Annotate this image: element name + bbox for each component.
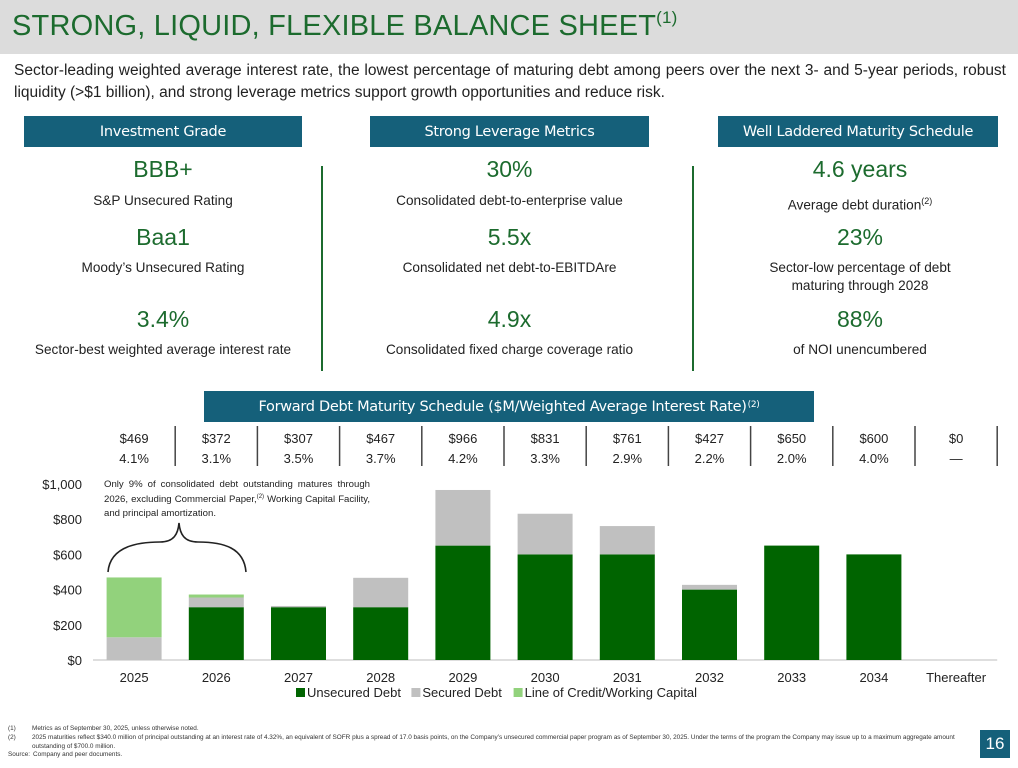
maturity-rate: 4.0% bbox=[859, 451, 889, 466]
x-tick-label: 2033 bbox=[777, 670, 806, 685]
metric-value: BBB+ bbox=[133, 156, 193, 182]
header-leverage-metrics: Strong Leverage Metrics bbox=[370, 116, 649, 147]
metric-label: S&P Unsecured Rating bbox=[93, 193, 233, 208]
title-bar: STRONG, LIQUID, FLEXIBLE BALANCE SHEET(1… bbox=[0, 0, 1018, 54]
column-divider bbox=[692, 166, 694, 371]
schedule-header: Forward Debt Maturity Schedule ($M/Weigh… bbox=[204, 391, 814, 422]
metric-value: 23% bbox=[836, 224, 884, 250]
page-title: STRONG, LIQUID, FLEXIBLE BALANCE SHEET(1… bbox=[12, 8, 678, 42]
legend-swatch bbox=[411, 688, 421, 697]
maturity-total: $307 bbox=[284, 431, 313, 446]
x-tick-label: 2029 bbox=[448, 670, 477, 685]
bar-segment bbox=[353, 607, 409, 660]
maturity-total: $650 bbox=[777, 431, 806, 446]
metric-value: 30% bbox=[486, 156, 533, 182]
maturity-total: $469 bbox=[120, 431, 149, 446]
maturity-total: $831 bbox=[531, 431, 560, 446]
header-investment-grade: Investment Grade bbox=[24, 116, 302, 147]
footnote: (2) 2025 maturities reflect $340.0 millio… bbox=[8, 733, 955, 750]
bar-segment bbox=[188, 607, 244, 660]
metric-label: Consolidated fixed charge coverage ratio bbox=[385, 342, 634, 357]
x-tick-label: 2030 bbox=[531, 670, 560, 685]
y-tick-label: $0 bbox=[68, 653, 82, 668]
metric-value: 88% bbox=[836, 306, 884, 332]
maturity-rate: — bbox=[950, 451, 963, 466]
legend-label: Unsecured Debt bbox=[307, 685, 401, 700]
maturity-total: $966 bbox=[448, 431, 477, 446]
bar-segment bbox=[353, 577, 409, 608]
maturity-rate: 4.1% bbox=[119, 451, 149, 466]
column-divider bbox=[321, 166, 323, 371]
footnote: Source: Company and peer documents. bbox=[8, 751, 123, 759]
x-tick-label: 2034 bbox=[859, 670, 888, 685]
x-tick-label: 2032 bbox=[695, 670, 724, 685]
bar-segment bbox=[517, 554, 573, 660]
metric-value: 4.6 years bbox=[812, 156, 908, 182]
bar-segment bbox=[682, 584, 737, 590]
metric-value: 3.4% bbox=[136, 306, 190, 332]
bar-segment bbox=[106, 637, 162, 660]
metric-value: 4.9x bbox=[487, 306, 532, 332]
y-tick-label: $400 bbox=[53, 583, 82, 598]
annotation-brace bbox=[107, 522, 247, 573]
maturity-total: $427 bbox=[695, 431, 724, 446]
bar-segment bbox=[517, 513, 573, 555]
bar-segment bbox=[435, 489, 491, 546]
maturity-total: $761 bbox=[613, 431, 642, 446]
bar-segment bbox=[188, 594, 244, 598]
legend-label: Secured Debt bbox=[422, 685, 502, 700]
x-tick-label: 2028 bbox=[366, 670, 395, 685]
metric-label: Sector-best weighted average interest ra… bbox=[34, 342, 292, 357]
maturity-rate: 2.9% bbox=[612, 451, 642, 466]
page-subtitle: Sector-leading weighted average interest… bbox=[14, 62, 1006, 101]
maturity-rate: 2.0% bbox=[777, 451, 807, 466]
metric-label: Moody’s Unsecured Rating bbox=[81, 260, 245, 275]
x-tick-label: 2026 bbox=[202, 670, 231, 685]
maturity-total: $600 bbox=[859, 431, 888, 446]
maturity-rate: 2.2% bbox=[695, 451, 725, 466]
x-tick-label: 2025 bbox=[120, 670, 149, 685]
bar-segment bbox=[599, 526, 655, 555]
y-tick-label: $800 bbox=[53, 512, 82, 527]
maturity-rate: 3.5% bbox=[284, 451, 314, 466]
legend-swatch bbox=[296, 688, 305, 697]
maturity-rate: 4.2% bbox=[448, 451, 478, 466]
maturity-total: $0 bbox=[949, 431, 963, 446]
bar-segment bbox=[106, 577, 162, 638]
bar-segment bbox=[764, 545, 820, 660]
page-number: 16 bbox=[980, 730, 1010, 758]
bar-segment bbox=[188, 597, 244, 608]
maturity-total: $372 bbox=[202, 431, 231, 446]
metric-value: 5.5x bbox=[487, 224, 532, 250]
legend-label: Line of Credit/Working Capital bbox=[525, 685, 698, 700]
bar-segment bbox=[271, 607, 326, 660]
maturity-rate: 3.1% bbox=[201, 451, 231, 466]
footnotes: (1) Metrics as of September 30, 2025, unl… bbox=[8, 725, 968, 760]
metric-label: of NOI unencumbered bbox=[793, 342, 927, 357]
header-maturity-schedule: Well Laddered Maturity Schedule bbox=[718, 116, 998, 147]
y-tick-label: $200 bbox=[53, 618, 82, 633]
metric-label: Consolidated debt-to-enterprise value bbox=[396, 193, 623, 208]
bar-segment bbox=[682, 589, 737, 660]
maturity-rate: 3.7% bbox=[366, 451, 396, 466]
maturity-annotation: Only 9% of consolidated debt outstanding… bbox=[104, 479, 370, 519]
maturity-total: $467 bbox=[366, 431, 395, 446]
metric-label: Average debt duration(2) bbox=[787, 196, 933, 213]
x-tick-label: 2031 bbox=[613, 670, 642, 685]
bar-segment bbox=[435, 545, 491, 660]
x-tick-label: Thereafter bbox=[926, 670, 987, 685]
bar-segment bbox=[846, 554, 902, 660]
legend-swatch bbox=[513, 688, 523, 697]
metric-label: Sector-low percentage of debt maturing t… bbox=[769, 260, 951, 293]
metric-label: Consolidated net debt-to-EBITDAre bbox=[402, 260, 617, 275]
y-tick-label: $1,000 bbox=[42, 477, 82, 492]
metric-value: Baa1 bbox=[136, 224, 190, 250]
bar-segment bbox=[599, 554, 655, 660]
debt-maturity-chart: $469 4.1% $372 3.1% $307 3.5% $467 3.7% $966 4.2%… bbox=[42, 426, 998, 700]
x-tick-label: 2027 bbox=[284, 670, 313, 685]
bar-segment bbox=[271, 605, 326, 608]
y-tick-label: $600 bbox=[53, 547, 82, 562]
maturity-rate: 3.3% bbox=[530, 451, 560, 466]
footnote: (1) Metrics as of September 30, 2025, unl… bbox=[8, 725, 199, 732]
